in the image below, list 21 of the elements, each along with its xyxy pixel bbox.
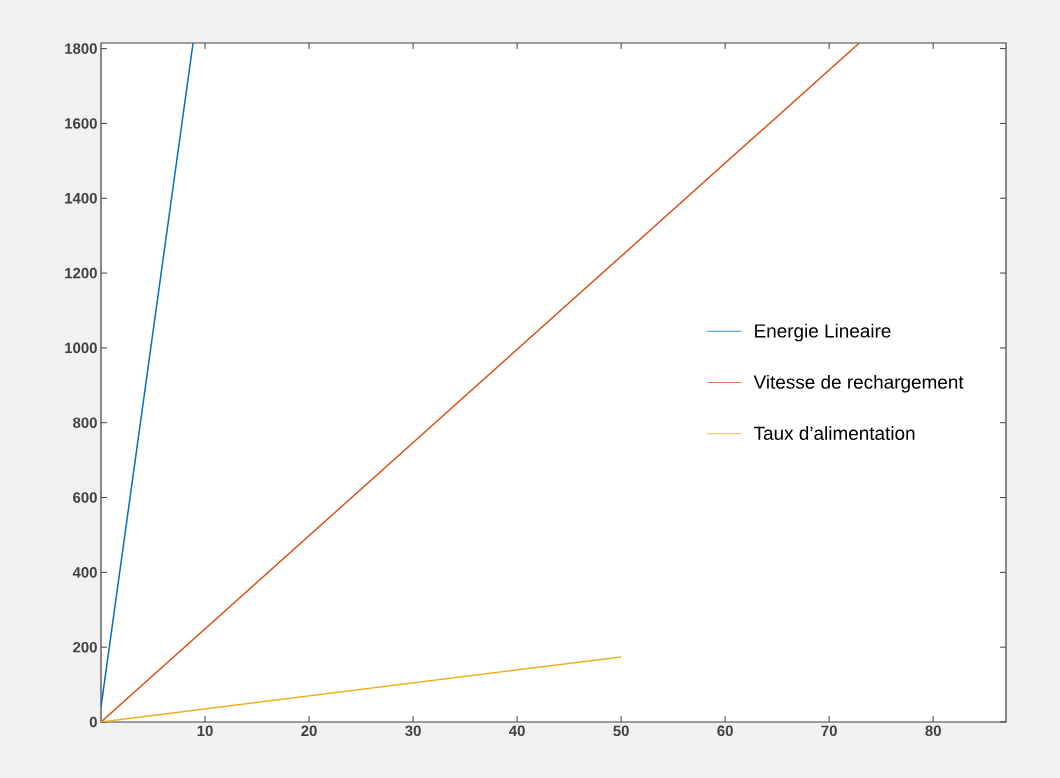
x-tick-label: 30 (405, 725, 421, 737)
y-tick-label: 1200 (65, 267, 97, 279)
x-tick-label: 80 (925, 725, 941, 737)
y-tick-label: 1000 (65, 342, 97, 354)
legend-label: Energie Lineaire (755, 323, 891, 342)
y-tick-label: 400 (72, 567, 97, 578)
y-tick-label: 800 (73, 417, 97, 428)
x-tick-label: 40 (509, 725, 525, 737)
y-tick-label: 1600 (65, 118, 97, 129)
y-tick-label: 600 (73, 492, 97, 503)
legend-label: Vitesse de rechargement (753, 374, 964, 393)
x-tick-label: 60 (717, 725, 733, 737)
y-tick-label: 1800 (65, 43, 97, 54)
x-tick-label: 70 (821, 725, 837, 737)
y-tick-label: 0 (89, 716, 97, 728)
x-tick-label: 10 (197, 725, 213, 737)
y-tick-label: 200 (73, 641, 97, 653)
legend-label: Taux d’alimentation (754, 426, 915, 440)
x-tick-label: 20 (301, 725, 317, 737)
y-tick-label: 1400 (65, 192, 97, 204)
x-tick-label: 50 (613, 725, 629, 737)
